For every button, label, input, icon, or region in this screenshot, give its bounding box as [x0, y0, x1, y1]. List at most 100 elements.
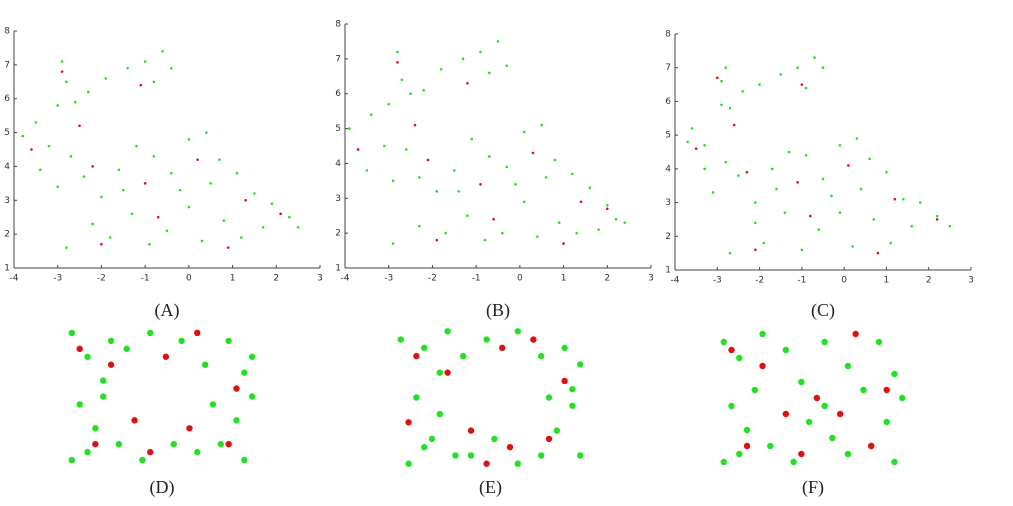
point: [891, 370, 898, 378]
point: [891, 458, 898, 466]
point: [483, 336, 490, 343]
point: [444, 369, 451, 376]
point: [240, 236, 243, 239]
point: [571, 172, 574, 176]
point: [34, 121, 38, 124]
point: [935, 214, 939, 218]
point: [170, 440, 177, 448]
point: [467, 427, 475, 434]
point: [492, 217, 495, 221]
point: [588, 186, 592, 190]
point: [736, 354, 743, 362]
point: [538, 352, 545, 360]
x-tick-label: 0: [186, 274, 192, 284]
point: [426, 158, 430, 162]
point: [836, 410, 844, 418]
point: [435, 190, 439, 193]
point: [222, 219, 226, 222]
y-tick-label: 2: [4, 230, 10, 240]
point: [798, 378, 805, 386]
point: [107, 361, 115, 368]
point: [883, 418, 890, 426]
point: [248, 353, 256, 360]
point: [91, 222, 94, 226]
y-tick-label: 2: [665, 232, 671, 242]
point: [787, 150, 791, 154]
point: [241, 369, 248, 376]
point: [569, 402, 576, 409]
point: [553, 158, 557, 162]
point: [868, 157, 871, 161]
x-tick-label: -1: [141, 274, 150, 284]
point: [457, 190, 460, 193]
point: [205, 131, 208, 134]
point: [418, 224, 421, 228]
point: [728, 402, 735, 410]
point: [711, 191, 715, 194]
point: [767, 442, 774, 450]
point: [796, 181, 799, 184]
point: [422, 88, 425, 92]
point: [69, 154, 73, 158]
point: [296, 226, 300, 229]
point: [466, 81, 469, 85]
point: [461, 57, 465, 61]
point: [557, 221, 561, 224]
point: [233, 417, 240, 424]
point: [851, 245, 854, 248]
point: [505, 64, 509, 68]
point: [78, 124, 81, 128]
point: [38, 168, 42, 172]
point: [209, 182, 213, 185]
point: [30, 148, 33, 151]
caption: (C): [811, 300, 835, 321]
point: [821, 338, 828, 346]
point: [872, 218, 876, 221]
point: [536, 235, 539, 238]
point: [413, 394, 420, 401]
x-tick-label: -1: [797, 276, 806, 286]
y-tick-label: 7: [335, 54, 341, 64]
point: [131, 417, 138, 424]
point: [614, 217, 618, 221]
point: [100, 393, 107, 400]
point: [369, 113, 373, 116]
point: [899, 394, 906, 402]
point: [201, 361, 209, 368]
point: [148, 243, 151, 246]
point: [758, 83, 761, 86]
point: [782, 346, 790, 354]
point: [92, 440, 99, 448]
point: [387, 102, 391, 106]
point: [506, 443, 514, 451]
point: [100, 195, 103, 199]
point: [779, 73, 783, 76]
y-tick-label: 5: [335, 124, 341, 134]
point: [68, 456, 76, 464]
point: [724, 66, 728, 70]
point: [798, 450, 805, 458]
point: [356, 148, 360, 151]
point: [597, 228, 600, 231]
point: [187, 205, 191, 209]
point: [805, 418, 813, 426]
point: [396, 61, 399, 64]
point: [487, 155, 491, 158]
point: [561, 344, 568, 352]
x-tick-label: -2: [755, 276, 764, 286]
point: [910, 224, 914, 228]
point: [225, 337, 232, 345]
point: [186, 425, 193, 432]
y-tick-label: 5: [665, 131, 671, 141]
point: [883, 386, 890, 394]
point: [860, 386, 867, 394]
point: [65, 80, 68, 84]
point: [522, 130, 526, 134]
point: [844, 362, 852, 370]
point: [813, 56, 816, 59]
point: [782, 410, 790, 418]
caption: (E): [479, 477, 502, 498]
point: [561, 377, 568, 385]
point: [130, 212, 134, 216]
x-tick-label: 2: [604, 274, 610, 284]
